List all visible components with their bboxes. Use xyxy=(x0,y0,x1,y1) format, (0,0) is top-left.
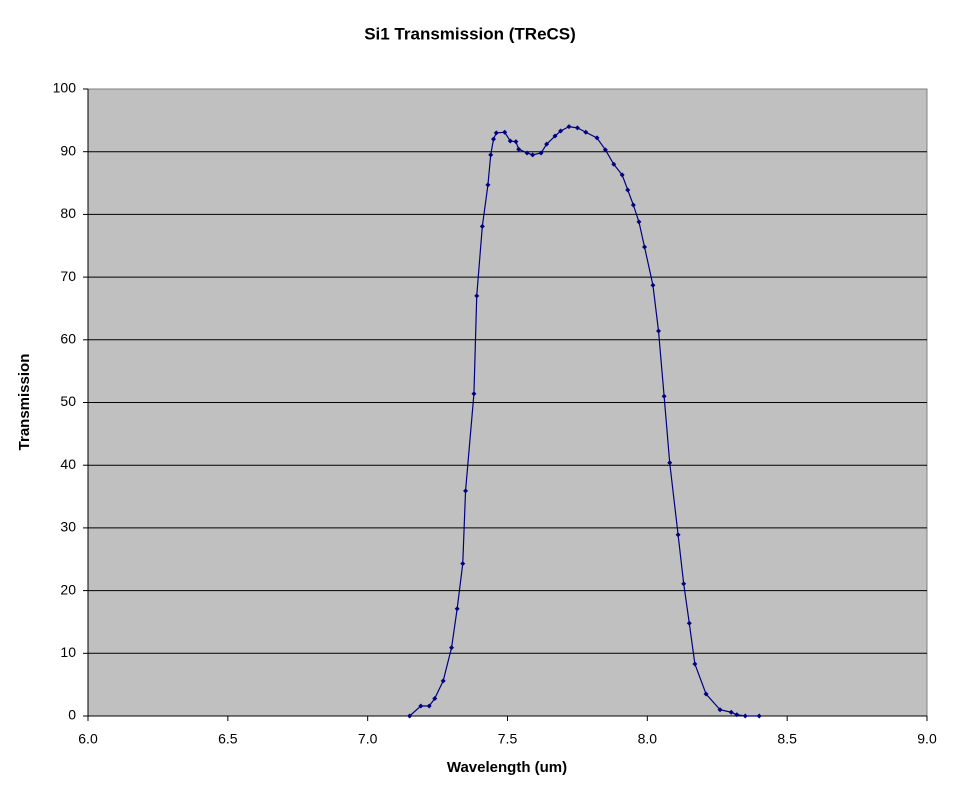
y-tick-label: 20 xyxy=(60,581,76,597)
data-point xyxy=(734,712,740,718)
data-point xyxy=(449,645,455,651)
data-point xyxy=(552,133,558,139)
x-tick-label: 7.5 xyxy=(498,731,518,747)
data-point xyxy=(686,620,692,626)
x-tick-label: 7.0 xyxy=(358,731,378,747)
data-point xyxy=(474,293,480,299)
data-point xyxy=(566,124,572,130)
data-point xyxy=(479,223,485,229)
data-point xyxy=(728,709,734,715)
data-point xyxy=(602,147,608,153)
data-point xyxy=(703,691,709,697)
data-point xyxy=(432,695,438,701)
data-point xyxy=(485,182,491,188)
data-point xyxy=(516,146,522,152)
data-point xyxy=(493,130,499,136)
data-point xyxy=(656,328,662,334)
y-tick-label: 0 xyxy=(68,707,76,723)
data-point xyxy=(454,606,460,612)
x-tick-label: 8.0 xyxy=(638,731,658,747)
data-point xyxy=(471,391,477,397)
data-point xyxy=(558,128,564,134)
y-tick-label: 90 xyxy=(60,142,76,158)
data-point xyxy=(440,678,446,684)
data-point xyxy=(636,219,642,225)
data-point xyxy=(756,713,762,719)
x-tick-label: 6.0 xyxy=(78,731,98,747)
data-point xyxy=(574,125,580,131)
data-point xyxy=(661,393,667,399)
data-point xyxy=(418,703,424,709)
data-point xyxy=(650,282,656,288)
data-point xyxy=(513,139,519,145)
data-point xyxy=(625,187,631,193)
data-point xyxy=(594,135,600,141)
x-axis-label: Wavelength (um) xyxy=(447,759,567,776)
data-point xyxy=(488,152,494,158)
data-point xyxy=(619,172,625,178)
x-tick-label: 9.0 xyxy=(917,731,937,747)
data-point xyxy=(463,488,469,494)
data-point xyxy=(642,244,648,250)
data-point xyxy=(611,161,617,167)
y-tick-label: 10 xyxy=(60,644,76,660)
data-point xyxy=(491,136,497,142)
data-point xyxy=(524,150,530,156)
y-tick-label: 60 xyxy=(60,331,76,347)
data-point xyxy=(717,707,723,713)
data-point xyxy=(530,152,536,158)
data-point xyxy=(460,561,466,567)
chart-title: Si1 Transmission (TReCS) xyxy=(364,24,576,43)
data-point xyxy=(742,713,748,719)
y-tick-label: 40 xyxy=(60,456,76,472)
x-tick-label: 6.5 xyxy=(218,731,238,747)
y-tick-label: 100 xyxy=(53,80,77,96)
data-point xyxy=(692,661,698,667)
data-point xyxy=(502,129,508,135)
y-tick-label: 50 xyxy=(60,393,76,409)
data-point xyxy=(407,713,413,719)
data-point xyxy=(681,581,687,587)
x-tick-label: 8.5 xyxy=(777,731,797,747)
y-tick-label: 80 xyxy=(60,205,76,221)
data-point xyxy=(544,141,550,147)
y-axis-label: Transmission xyxy=(16,354,33,451)
data-point xyxy=(583,129,589,135)
data-point xyxy=(507,138,513,144)
data-point xyxy=(630,202,636,208)
data-point xyxy=(675,532,681,538)
data-point xyxy=(667,460,673,466)
y-tick-label: 70 xyxy=(60,268,76,284)
y-tick-label: 30 xyxy=(60,519,76,535)
data-point xyxy=(538,150,544,156)
data-point xyxy=(426,703,432,709)
